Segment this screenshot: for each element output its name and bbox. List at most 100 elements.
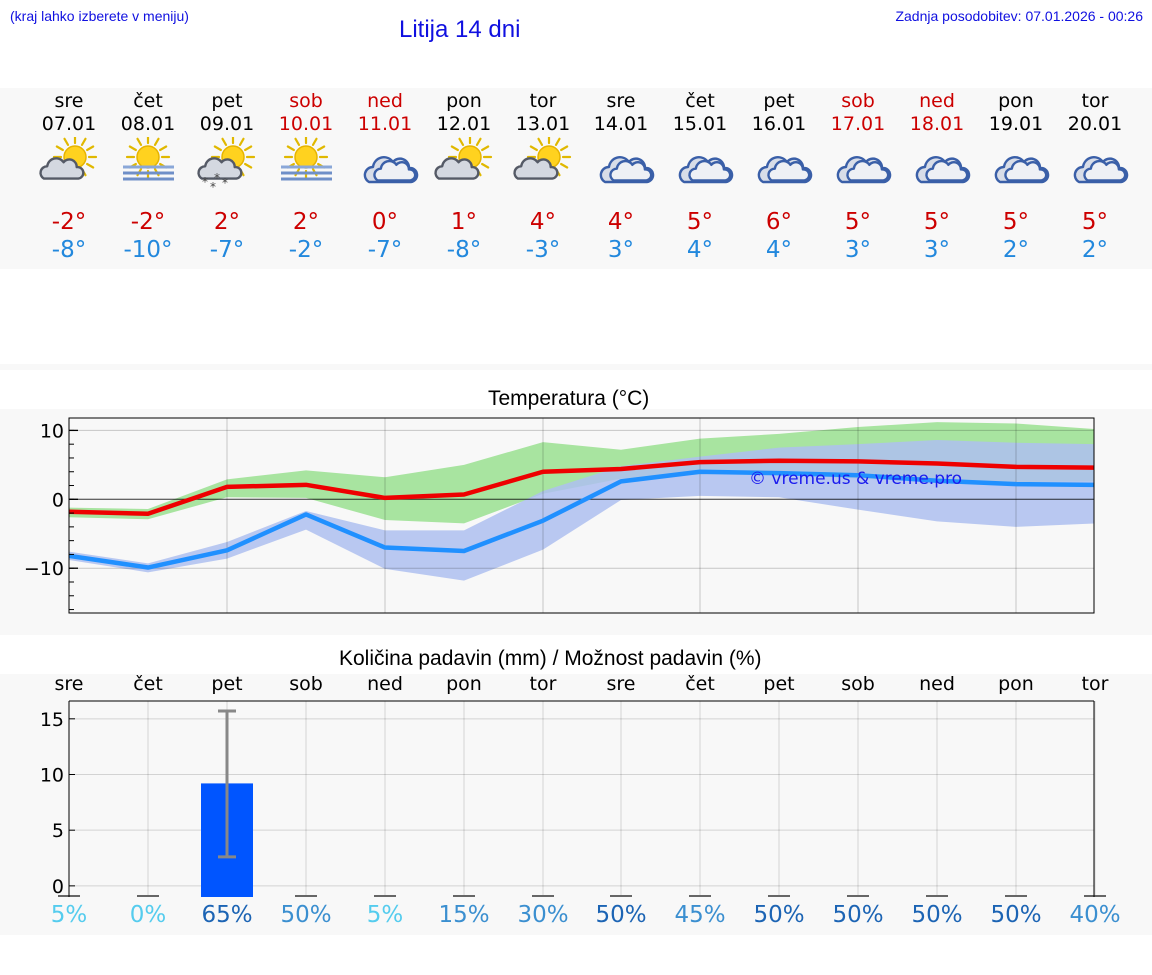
partly-cloudy-icon <box>434 134 493 180</box>
day-date: 17.01 <box>830 113 886 135</box>
temp-tick-label: −10 <box>24 558 64 580</box>
day-min-temp: 3° <box>607 237 635 263</box>
precip-chance-label: 50% <box>911 902 963 928</box>
precip-day-label: sob <box>841 673 875 695</box>
day-max-temp: 5° <box>1002 209 1030 235</box>
day-column: sob 10.01 2° -2° <box>266 88 346 264</box>
day-column: pon 19.01 5° 2° <box>976 88 1056 264</box>
precip-day-label: tor <box>529 673 557 695</box>
precip-day-label: pon <box>998 673 1034 695</box>
precip-tick-label: 5 <box>52 820 64 842</box>
precip-chance-label: 30% <box>517 902 569 928</box>
svg-text:*: * <box>202 175 208 189</box>
day-max-temp: 5° <box>1081 209 1109 235</box>
day-min-temp: -10° <box>123 237 173 263</box>
day-date: 10.01 <box>278 113 334 135</box>
day-min-temp: -8° <box>51 237 87 263</box>
day-min-temp: -8° <box>446 237 482 263</box>
day-weather-icon <box>739 137 819 197</box>
precip-day-label: pet <box>763 673 795 695</box>
day-min-temp: 3° <box>844 237 872 263</box>
day-weather-icon <box>1055 137 1135 197</box>
precipitation-day-labels: sre čet pet sob ned pon tor sre čet pet sob ned pon t… <box>0 673 1152 699</box>
day-weather-icon <box>503 134 583 197</box>
precip-chance-label: 50% <box>753 902 805 928</box>
last-updated: Zadnja posodobitev: 07.01.2026 - 00:26 <box>895 8 1143 24</box>
day-max-temp: 5° <box>923 209 951 235</box>
cloudy-icon <box>1073 156 1129 184</box>
precip-chance-label: 50% <box>990 902 1042 928</box>
precip-day-label: ned <box>919 673 955 695</box>
cloudy-icon <box>915 156 971 184</box>
day-weekday: čet <box>133 90 163 112</box>
day-min-temp: -3° <box>525 237 561 263</box>
min-temp-line <box>69 469 1094 570</box>
day-weekday: sre <box>54 90 84 112</box>
day-max-temp: 4° <box>607 209 635 235</box>
precip-tick-label: 0 <box>52 876 64 898</box>
day-date: 19.01 <box>988 113 1044 135</box>
precip-day-label: sre <box>54 673 84 695</box>
day-date: 11.01 <box>357 113 413 135</box>
precipitation-chance-row: 5% 0% 65% 50% 5% 15% 30% 50% 45% 50% 50% 50% 50% 40% <box>0 902 1152 936</box>
day-date: 14.01 <box>593 113 649 135</box>
precip-chance-label: 50% <box>280 902 332 928</box>
day-min-temp: -7° <box>367 237 403 263</box>
day-max-temp: 2° <box>213 209 241 235</box>
day-min-temp: -7° <box>209 237 245 263</box>
day-column: čet 15.01 5° 4° <box>660 88 740 264</box>
precip-tick-label: 15 <box>40 709 64 731</box>
day-weather-icon <box>29 134 109 197</box>
day-weather-icon <box>581 137 661 197</box>
temperature-plot-frame <box>68 417 1095 614</box>
precip-day-label: čet <box>133 673 163 695</box>
day-column: sob 17.01 5° 3° <box>818 88 898 264</box>
precip-day-label: pon <box>446 673 482 695</box>
daily-forecast-strip: sre 07.01 -2° -8° čet 08.01 -2° -10° pet 09.01 * * *… <box>0 88 1152 268</box>
day-date: 15.01 <box>672 113 728 135</box>
day-date: 13.01 <box>515 113 571 135</box>
sun-fog-icon <box>281 134 332 181</box>
day-max-temp: 2° <box>292 209 320 235</box>
day-min-temp: 3° <box>923 237 951 263</box>
day-min-temp: 4° <box>765 237 793 263</box>
day-weekday: pon <box>446 90 482 112</box>
day-date: 08.01 <box>120 113 176 135</box>
precip-chance-label: 65% <box>201 902 253 928</box>
temp-tick-label: 0 <box>52 489 64 511</box>
day-max-temp: -2° <box>51 209 87 235</box>
day-column: ned 18.01 5° 3° <box>897 88 977 264</box>
day-column: tor 20.01 5° 2° <box>1055 88 1135 264</box>
page-title: Litija 14 dni <box>399 16 521 43</box>
day-max-temp: 0° <box>371 209 399 235</box>
day-date: 20.01 <box>1067 113 1123 135</box>
precip-chance-label: 5% <box>366 902 404 928</box>
day-date: 18.01 <box>909 113 965 135</box>
precip-day-label: sre <box>606 673 636 695</box>
day-max-temp: -2° <box>130 209 166 235</box>
day-max-temp: 4° <box>529 209 557 235</box>
day-date: 16.01 <box>751 113 807 135</box>
day-weather-icon <box>818 137 898 197</box>
day-date: 07.01 <box>41 113 97 135</box>
day-column: tor 13.01 4° -3° <box>503 88 583 264</box>
day-column: pet 16.01 6° 4° <box>739 88 819 264</box>
svg-text:*: * <box>210 180 216 194</box>
precip-day-label: sob <box>289 673 323 695</box>
day-weather-icon <box>345 137 425 197</box>
location-hint: (kraj lahko izberete v meniju) <box>10 8 189 24</box>
cloudy-icon <box>599 156 655 184</box>
precip-chance-label: 50% <box>832 902 884 928</box>
day-min-temp: 2° <box>1002 237 1030 263</box>
day-date: 12.01 <box>436 113 492 135</box>
precip-chance-label: 50% <box>595 902 647 928</box>
day-weekday: tor <box>1081 90 1109 112</box>
cloudy-icon <box>678 156 734 184</box>
day-max-temp: 5° <box>844 209 872 235</box>
cloudy-icon <box>836 156 892 184</box>
day-weekday: ned <box>919 90 955 112</box>
day-weekday: ned <box>367 90 403 112</box>
cloudy-icon <box>757 156 813 184</box>
precipitation-chart-title: Količina padavin (mm) / Možnost padavin … <box>339 647 762 670</box>
